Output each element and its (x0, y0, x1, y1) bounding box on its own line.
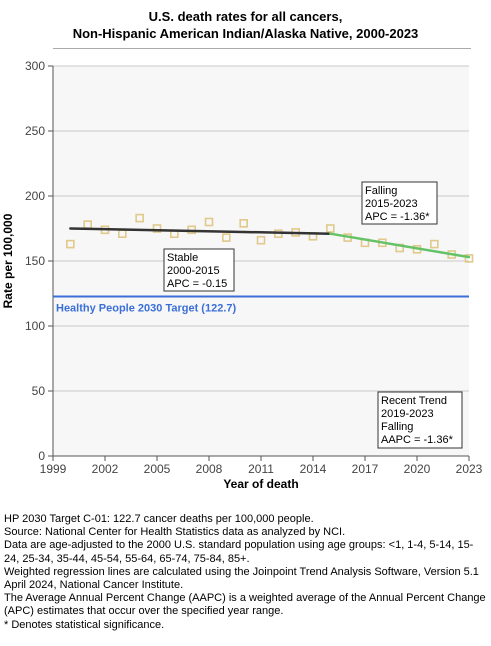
footnote-age-adjustment: Data are age-adjusted to the 2000 U.S. s… (4, 539, 474, 565)
data-point (204, 217, 214, 227)
footnote-significance: * Denotes statistical significance. (4, 618, 165, 631)
footnote-regression: Weighted regression lines are calculated… (4, 565, 479, 592)
data-point (326, 224, 335, 233)
x-tick-label: 2005 (144, 462, 171, 476)
annotation-stable-text: APC = -0.15 (167, 278, 227, 290)
y-tick-label: 250 (25, 124, 45, 138)
data-point (256, 235, 266, 245)
footnotes: HP 2030 Target C-01: 122.7 cancer deaths… (4, 513, 488, 632)
y-tick-label: 0 (38, 449, 45, 463)
title-divider (53, 48, 471, 49)
annotation-stable-box (163, 248, 235, 292)
data-point (464, 254, 474, 263)
trend-line-segment-1 (69, 227, 332, 235)
x-tick-label: 2023 (456, 462, 483, 476)
annotation-recent-trend-box (377, 391, 463, 449)
y-tick-label: 100 (25, 319, 45, 333)
annotation-falling-text: Falling (365, 185, 397, 197)
annotation-recent-trend-text: 2019-2023 (381, 408, 434, 420)
annotation-recent-trend-text: Falling (381, 421, 413, 433)
chart-title-line-2: Non-Hispanic American Indian/Alaska Nati… (72, 26, 419, 41)
x-tick-label: 2014 (300, 462, 327, 476)
trend-line-segment-2 (329, 232, 471, 259)
footnote-source: Source: National Center for Health Stati… (4, 526, 346, 539)
annotation-falling-text: APC = -1.36* (365, 211, 430, 223)
data-point (430, 239, 439, 249)
chart-title-line-1: U.S. death rates for all cancers, (148, 9, 343, 24)
x-tick-label: 2020 (404, 462, 431, 476)
footnote-hp-target: HP 2030 Target C-01: 122.7 cancer deaths… (4, 513, 314, 525)
y-tick-label: 200 (25, 189, 45, 203)
data-point (152, 224, 162, 233)
annotation-stable-text: 2000-2015 (167, 265, 220, 277)
annotation-recent-trend-text: AAPC = -1.36* (381, 434, 454, 446)
data-point (66, 239, 75, 249)
annotation-falling-box (361, 181, 438, 225)
annotation-recent-trend-text: Recent Trend (381, 395, 447, 407)
x-tick-label: 2008 (196, 462, 223, 476)
data-point (222, 233, 231, 242)
y-tick-label: 50 (32, 384, 46, 398)
y-tick-label: 150 (25, 254, 45, 268)
x-tick-label: 1999 (40, 462, 67, 476)
y-axis-label: Rate per 100,000 (1, 213, 15, 308)
annotation-falling-text: 2015-2023 (365, 198, 418, 210)
data-point (239, 219, 248, 228)
annotation-stable-text: Stable (167, 252, 198, 264)
x-tick-label: 2002 (92, 462, 119, 476)
chart-title: U.S. death rates for all cancers, Non-Hi… (0, 8, 491, 42)
x-axis-label: Year of death (223, 477, 298, 491)
x-tick-label: 2011 (248, 462, 274, 476)
data-point (135, 213, 144, 223)
chart-plot: 0 50 100 150 200 250 300 1999 2002 2005 2008 2011 20… (1, 59, 483, 491)
y-tick-label: 300 (25, 59, 45, 73)
footnote-aapc: The Average Annual Percent Change (AAPC)… (4, 592, 486, 618)
target-line-label: Healthy People 2030 Target (122.7) (56, 302, 236, 314)
x-tick-label: 2017 (352, 462, 379, 476)
